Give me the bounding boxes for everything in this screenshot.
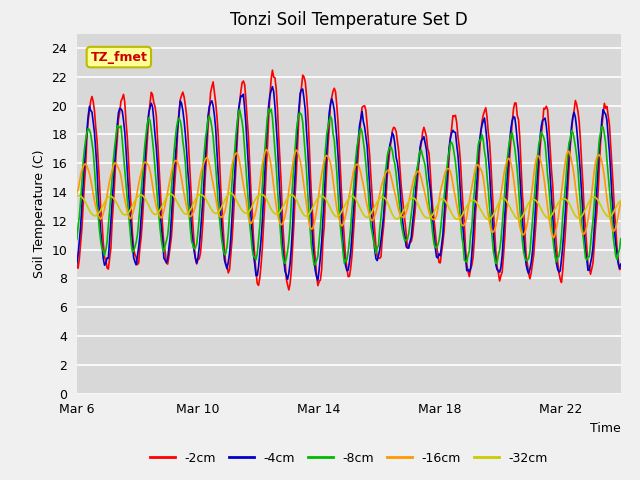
-32cm (574, 215, 582, 221)
-32cm (115, 204, 122, 209)
-16cm (617, 200, 625, 206)
-8cm (453, 171, 461, 177)
-8cm (574, 166, 582, 171)
Line: -2cm: -2cm (77, 70, 621, 290)
-8cm (506, 138, 513, 144)
-2cm (495, 270, 502, 276)
-2cm (115, 117, 122, 122)
-2cm (391, 125, 399, 131)
-2cm (574, 108, 582, 114)
Text: TZ_fmet: TZ_fmet (90, 50, 147, 63)
-32cm (390, 214, 397, 219)
-8cm (617, 236, 625, 241)
-32cm (452, 216, 460, 221)
-2cm (506, 153, 513, 158)
-4cm (314, 277, 322, 283)
-16cm (73, 190, 81, 196)
-8cm (73, 237, 81, 242)
-32cm (506, 204, 513, 210)
-2cm (617, 265, 625, 271)
X-axis label: Time: Time (590, 422, 621, 435)
-2cm (285, 287, 292, 293)
-2cm (269, 67, 276, 73)
-2cm (453, 120, 461, 126)
-8cm (310, 262, 318, 268)
Line: -16cm: -16cm (77, 150, 621, 238)
Line: -8cm: -8cm (77, 109, 621, 265)
-4cm (574, 139, 582, 144)
-4cm (115, 110, 122, 116)
Legend: -2cm, -4cm, -8cm, -16cm, -32cm: -2cm, -4cm, -8cm, -16cm, -32cm (145, 447, 553, 469)
-16cm (574, 204, 582, 209)
Y-axis label: Soil Temperature (C): Soil Temperature (C) (33, 149, 45, 278)
-16cm (390, 185, 397, 191)
-16cm (262, 147, 270, 153)
Title: Tonzi Soil Temperature Set D: Tonzi Soil Temperature Set D (230, 11, 468, 29)
-2cm (73, 263, 81, 268)
-4cm (453, 142, 461, 148)
-16cm (550, 235, 557, 240)
-32cm (617, 198, 625, 204)
-16cm (115, 165, 122, 171)
-4cm (269, 84, 276, 90)
-4cm (391, 141, 399, 147)
-4cm (495, 268, 502, 274)
-4cm (617, 261, 625, 267)
-32cm (484, 216, 492, 222)
-4cm (506, 137, 513, 143)
Line: -4cm: -4cm (77, 87, 621, 280)
-16cm (504, 156, 512, 161)
-8cm (115, 124, 122, 130)
-32cm (227, 190, 235, 196)
-4cm (73, 261, 81, 267)
-8cm (265, 106, 273, 112)
-8cm (495, 252, 502, 258)
-16cm (452, 195, 460, 201)
-16cm (493, 216, 501, 222)
Line: -32cm: -32cm (77, 193, 621, 219)
-32cm (495, 201, 502, 206)
-32cm (73, 193, 81, 199)
-8cm (391, 161, 399, 167)
